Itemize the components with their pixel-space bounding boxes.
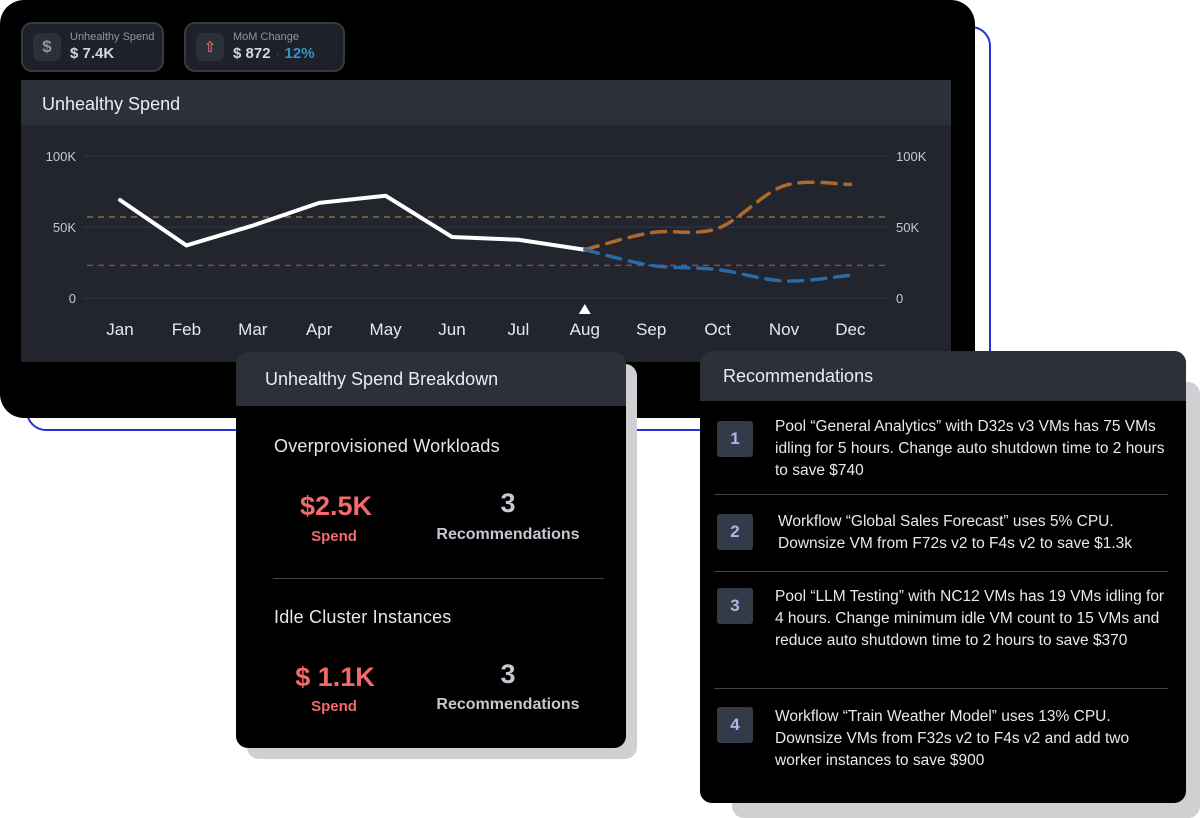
kpi-percent: 12% xyxy=(284,45,315,62)
x-tick-label: Oct xyxy=(704,320,731,339)
idle-spend-label: Spend xyxy=(311,698,357,715)
unhealthy-spend-line-chart: 100K 50K 0 100K 50K 0 Jan Feb Mar Apr May Jun Jul Aug… xyxy=(46,149,927,339)
current-month-marker xyxy=(578,304,591,314)
overprovisioned-recs-label: Recommendations xyxy=(436,526,580,543)
x-tick-label: Apr xyxy=(306,320,333,339)
overprovisioned-spend-value: $2.5K xyxy=(299,491,373,521)
recommendation-text: Workflow “Global Sales Forecast” uses 5%… xyxy=(778,513,1133,552)
recommendations-title: Recommendations xyxy=(700,351,1186,401)
idle-spend-value: $ 1.1K xyxy=(295,662,375,692)
chart-title: Unhealthy Spend xyxy=(42,94,181,114)
kpi-value: $ 7.4K xyxy=(70,45,115,62)
recommendation-divider xyxy=(714,571,1168,572)
x-tick-label: Aug xyxy=(570,320,600,339)
dollar-icon: $ xyxy=(33,33,61,61)
y-tick-label-right: 50K xyxy=(896,220,919,235)
recommendations-card: Recommendations 1 Pool “General Analytic… xyxy=(700,351,1186,803)
arrow-up-icon: ⇧ xyxy=(196,33,224,61)
section-title-overprovisioned: Overprovisioned Workloads xyxy=(274,436,500,456)
x-tick-label: Jan xyxy=(106,320,133,339)
idle-recs-label: Recommendations xyxy=(436,696,580,713)
y-tick-label-right: 0 xyxy=(896,291,903,306)
kpi-label: MoM Change xyxy=(233,31,300,43)
recommendation-number: 3 xyxy=(717,588,753,624)
overprovisioned-spend-label: Spend xyxy=(311,528,357,545)
x-tick-label: Dec xyxy=(835,320,866,339)
recommendation-text: Workflow “Train Weather Model” uses 13% … xyxy=(775,708,1130,769)
recommendation-text: Pool “LLM Testing” with NC12 VMs has 19 … xyxy=(775,588,1165,649)
breakdown-card: Unhealthy Spend Breakdown Overprovisione… xyxy=(236,352,626,748)
y-tick-label-left: 100K xyxy=(46,149,77,164)
forecast-low-line xyxy=(583,247,853,283)
recommendation-number: 4 xyxy=(717,707,753,743)
recommendation-number: 2 xyxy=(717,514,753,550)
kpi-mom-change[interactable]: ⇧ MoM Change $ 872 · 12% xyxy=(184,22,345,72)
actual-spend-line xyxy=(118,193,587,252)
chart-header: Unhealthy Spend xyxy=(21,80,951,125)
y-tick-label-left: 50K xyxy=(53,220,76,235)
x-tick-label: Sep xyxy=(636,320,666,339)
y-tick-label-left: 0 xyxy=(69,291,76,306)
x-tick-label: May xyxy=(370,320,403,339)
section-title-idle-cluster: Idle Cluster Instances xyxy=(274,607,452,627)
recommendation-text: Pool “General Analytics” with D32s v3 VM… xyxy=(775,418,1165,479)
kpi-value: $ 872 xyxy=(233,45,271,62)
forecast-high-line xyxy=(583,180,853,252)
recommendation-divider xyxy=(714,688,1168,689)
kpi-unhealthy-spend[interactable]: $ Unhealthy Spend $ 7.4K xyxy=(21,22,164,72)
x-tick-label: Jul xyxy=(508,320,530,339)
section-divider xyxy=(273,578,604,579)
x-tick-label: Jun xyxy=(438,320,465,339)
x-tick-label: Feb xyxy=(172,320,201,339)
kpi-label: Unhealthy Spend xyxy=(70,31,155,43)
x-tick-label: Nov xyxy=(769,320,800,339)
breakdown-title: Unhealthy Spend Breakdown xyxy=(236,352,626,406)
x-tick-label: Mar xyxy=(238,320,268,339)
y-tick-label-right: 100K xyxy=(896,149,927,164)
overprovisioned-recs-value: 3 xyxy=(500,488,516,518)
recommendation-divider xyxy=(714,494,1168,495)
recommendation-number: 1 xyxy=(717,421,753,457)
dashboard-window: $ Unhealthy Spend $ 7.4K ⇧ MoM Change $ … xyxy=(0,0,975,418)
unhealthy-spend-chart-panel: Unhealthy Spend 100K 50K 0 100K 50K 0 Jan Feb Ma… xyxy=(21,80,951,362)
idle-recs-value: 3 xyxy=(500,659,516,689)
kpi-separator: · xyxy=(275,47,280,61)
